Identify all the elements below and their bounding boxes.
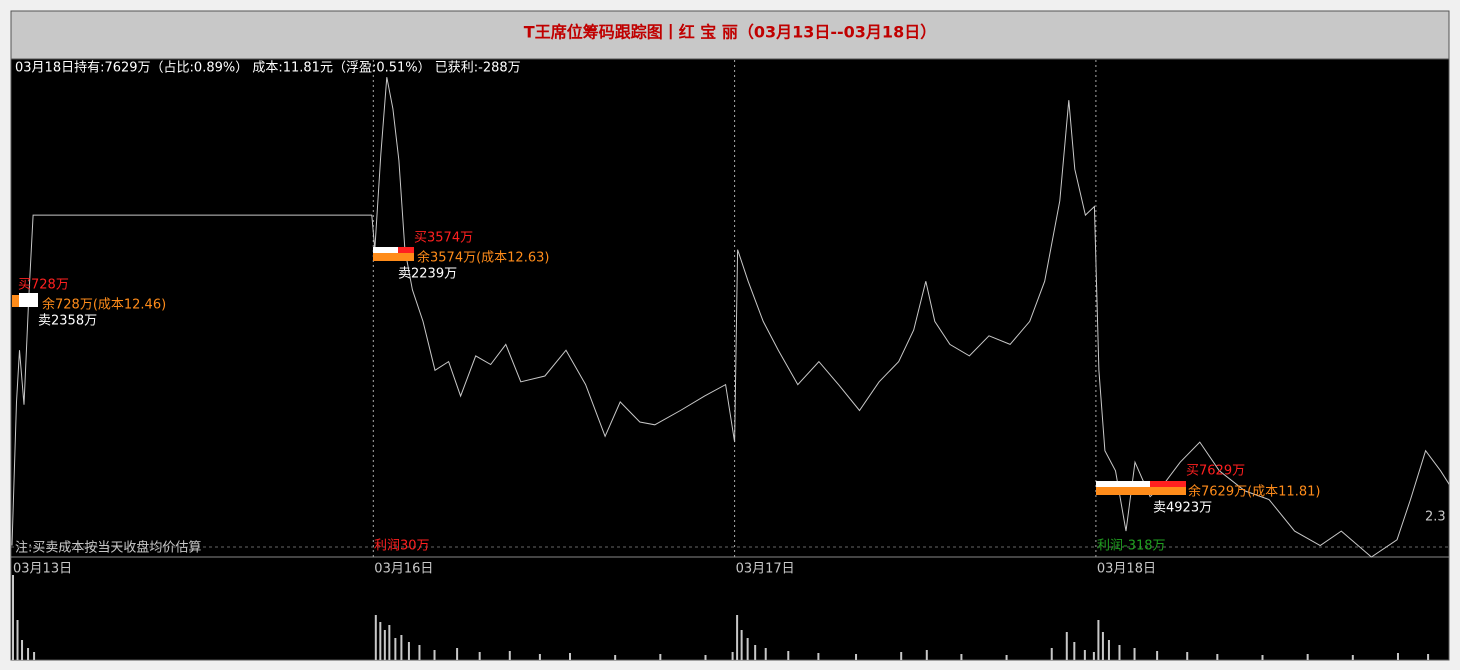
x-tick-label: 03月18日 [1097,562,1156,577]
title-bar [10,10,1450,60]
chip-marker [12,295,19,307]
volume-bar [1450,655,1452,660]
volume-bar [27,648,30,660]
volume-bar [1118,645,1121,660]
volume-bar [538,654,541,660]
volume-bar [1396,653,1399,660]
volume-bar [855,654,858,660]
chip-marker [19,293,38,307]
volume-bar [1133,648,1136,660]
x-tick-label: 03月16日 [374,562,433,577]
volume-bar [394,638,397,660]
annotation: 余7629万(成本11.81) [1188,484,1320,500]
volume-bar [12,575,14,660]
volume-bar [1083,650,1086,660]
annotation: 买3574万 [414,231,473,246]
volume-bar [433,650,436,660]
chip-marker [373,253,414,261]
volume-bar [388,625,391,660]
volume-bar [731,652,734,660]
volume-bar [736,615,739,660]
annotation: 卖4923万 [1153,501,1212,516]
volume-bar [1065,632,1068,660]
volume-bar [900,652,903,660]
volume-bar [1306,654,1309,660]
volume-bar [1427,654,1430,660]
chip-marker [1150,481,1186,487]
volume-bar [746,638,749,660]
chart-title: T王席位筹码跟踪图丨红 宝 丽（03月13日--03月18日） [524,23,936,42]
volume-bar [1092,652,1095,660]
annotation: 余728万(成本12.46) [42,297,166,313]
note: 注:买卖成本按当天收盘均价估算 [15,540,201,556]
volume-bar [407,642,410,660]
volume-bar [16,620,19,660]
volume-bar [383,630,386,660]
volume-bar [614,655,617,660]
volume-bar [374,615,377,660]
annotation: 卖2358万 [38,314,97,329]
volume-bar [1351,655,1354,660]
volume-bar [478,652,481,660]
volume-bar [21,640,24,660]
annotation: 卖2239万 [398,267,457,282]
annotation: 买728万 [18,278,69,293]
volume-bar [1097,620,1100,660]
volume-bar [754,645,757,660]
volume-bar [960,654,963,660]
annotation: 买7629万 [1186,464,1245,479]
annotation: 余3574万(成本12.63) [417,250,549,266]
volume-bar [764,648,767,660]
volume-bar [787,651,790,660]
volume-bar [1216,654,1219,660]
volume-bar [817,653,820,660]
volume-bar [659,654,662,660]
chip-marker [1096,481,1150,487]
annotation: 利润30万 [374,539,430,554]
annotation: 利润-318万 [1097,539,1166,554]
volume-bar [1101,632,1104,660]
volume-bar [1261,655,1264,660]
volume-bar [704,655,707,660]
x-tick-label: 03月17日 [736,562,795,577]
volume-bar [1107,640,1110,660]
volume-bar [456,648,459,660]
volume-bar [418,645,421,660]
volume-bar [1005,655,1008,660]
price-line [11,77,1449,558]
volume-bar [400,635,403,660]
volume-bar [379,622,382,660]
volume-bar [1073,642,1076,660]
volume-bar [925,650,928,660]
volume-bar [569,653,572,660]
volume-bar [740,630,743,660]
x-tick-label: 03月13日 [13,562,72,577]
volume-bar [1050,648,1053,660]
volume-bar [1156,651,1159,660]
chip-marker [1096,487,1186,495]
plot-background [10,58,1450,661]
volume-bar [33,652,36,660]
right-label: 2.3 [1425,510,1446,525]
volume-bar [508,651,511,660]
chip-marker [398,247,414,253]
volume-bar [1186,652,1189,660]
subtitle: 03月18日持有:7629万（占比:0.89%） 成本:11.81元（浮盈:0.… [15,61,521,76]
chip-marker [373,247,398,253]
